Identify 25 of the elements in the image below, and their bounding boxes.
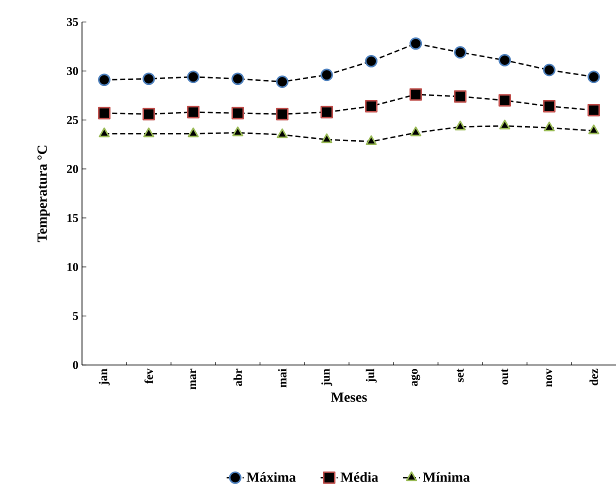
x-tick-label: ago bbox=[411, 368, 420, 386]
y-tick-label: 0 bbox=[72, 360, 78, 370]
x-tick-label: jun bbox=[321, 368, 332, 386]
x-tick-label: jul bbox=[366, 368, 377, 383]
x-tick-label: set bbox=[456, 368, 464, 382]
y-tick-label: 30 bbox=[66, 66, 78, 76]
x-tick-label: nov bbox=[546, 368, 552, 387]
x-tick-label: mai bbox=[278, 368, 286, 388]
y-tick-label: 15 bbox=[67, 214, 78, 222]
y-axis-title: Temperatura °C bbox=[37, 146, 50, 242]
x-axis-title: Meses bbox=[331, 392, 367, 402]
y-tick-label: 25 bbox=[67, 116, 78, 124]
x-tick-label: mar bbox=[190, 368, 196, 390]
x-tick-label: jan bbox=[98, 368, 110, 386]
y-tick-label: 20 bbox=[67, 164, 78, 174]
legend-label: Média bbox=[340, 472, 378, 482]
y-tick-label: 5 bbox=[72, 312, 78, 320]
x-tick-label: dez bbox=[590, 368, 598, 386]
legend-label: Mínima bbox=[422, 472, 470, 482]
y-tick-label: 35 bbox=[66, 18, 78, 26]
y-tick-label: 10 bbox=[67, 262, 78, 272]
x-tick-label: out bbox=[501, 368, 508, 385]
x-tick-label: fev bbox=[144, 368, 154, 384]
legend-label: Máxima bbox=[246, 472, 296, 482]
x-tick-label: abr bbox=[234, 368, 242, 386]
